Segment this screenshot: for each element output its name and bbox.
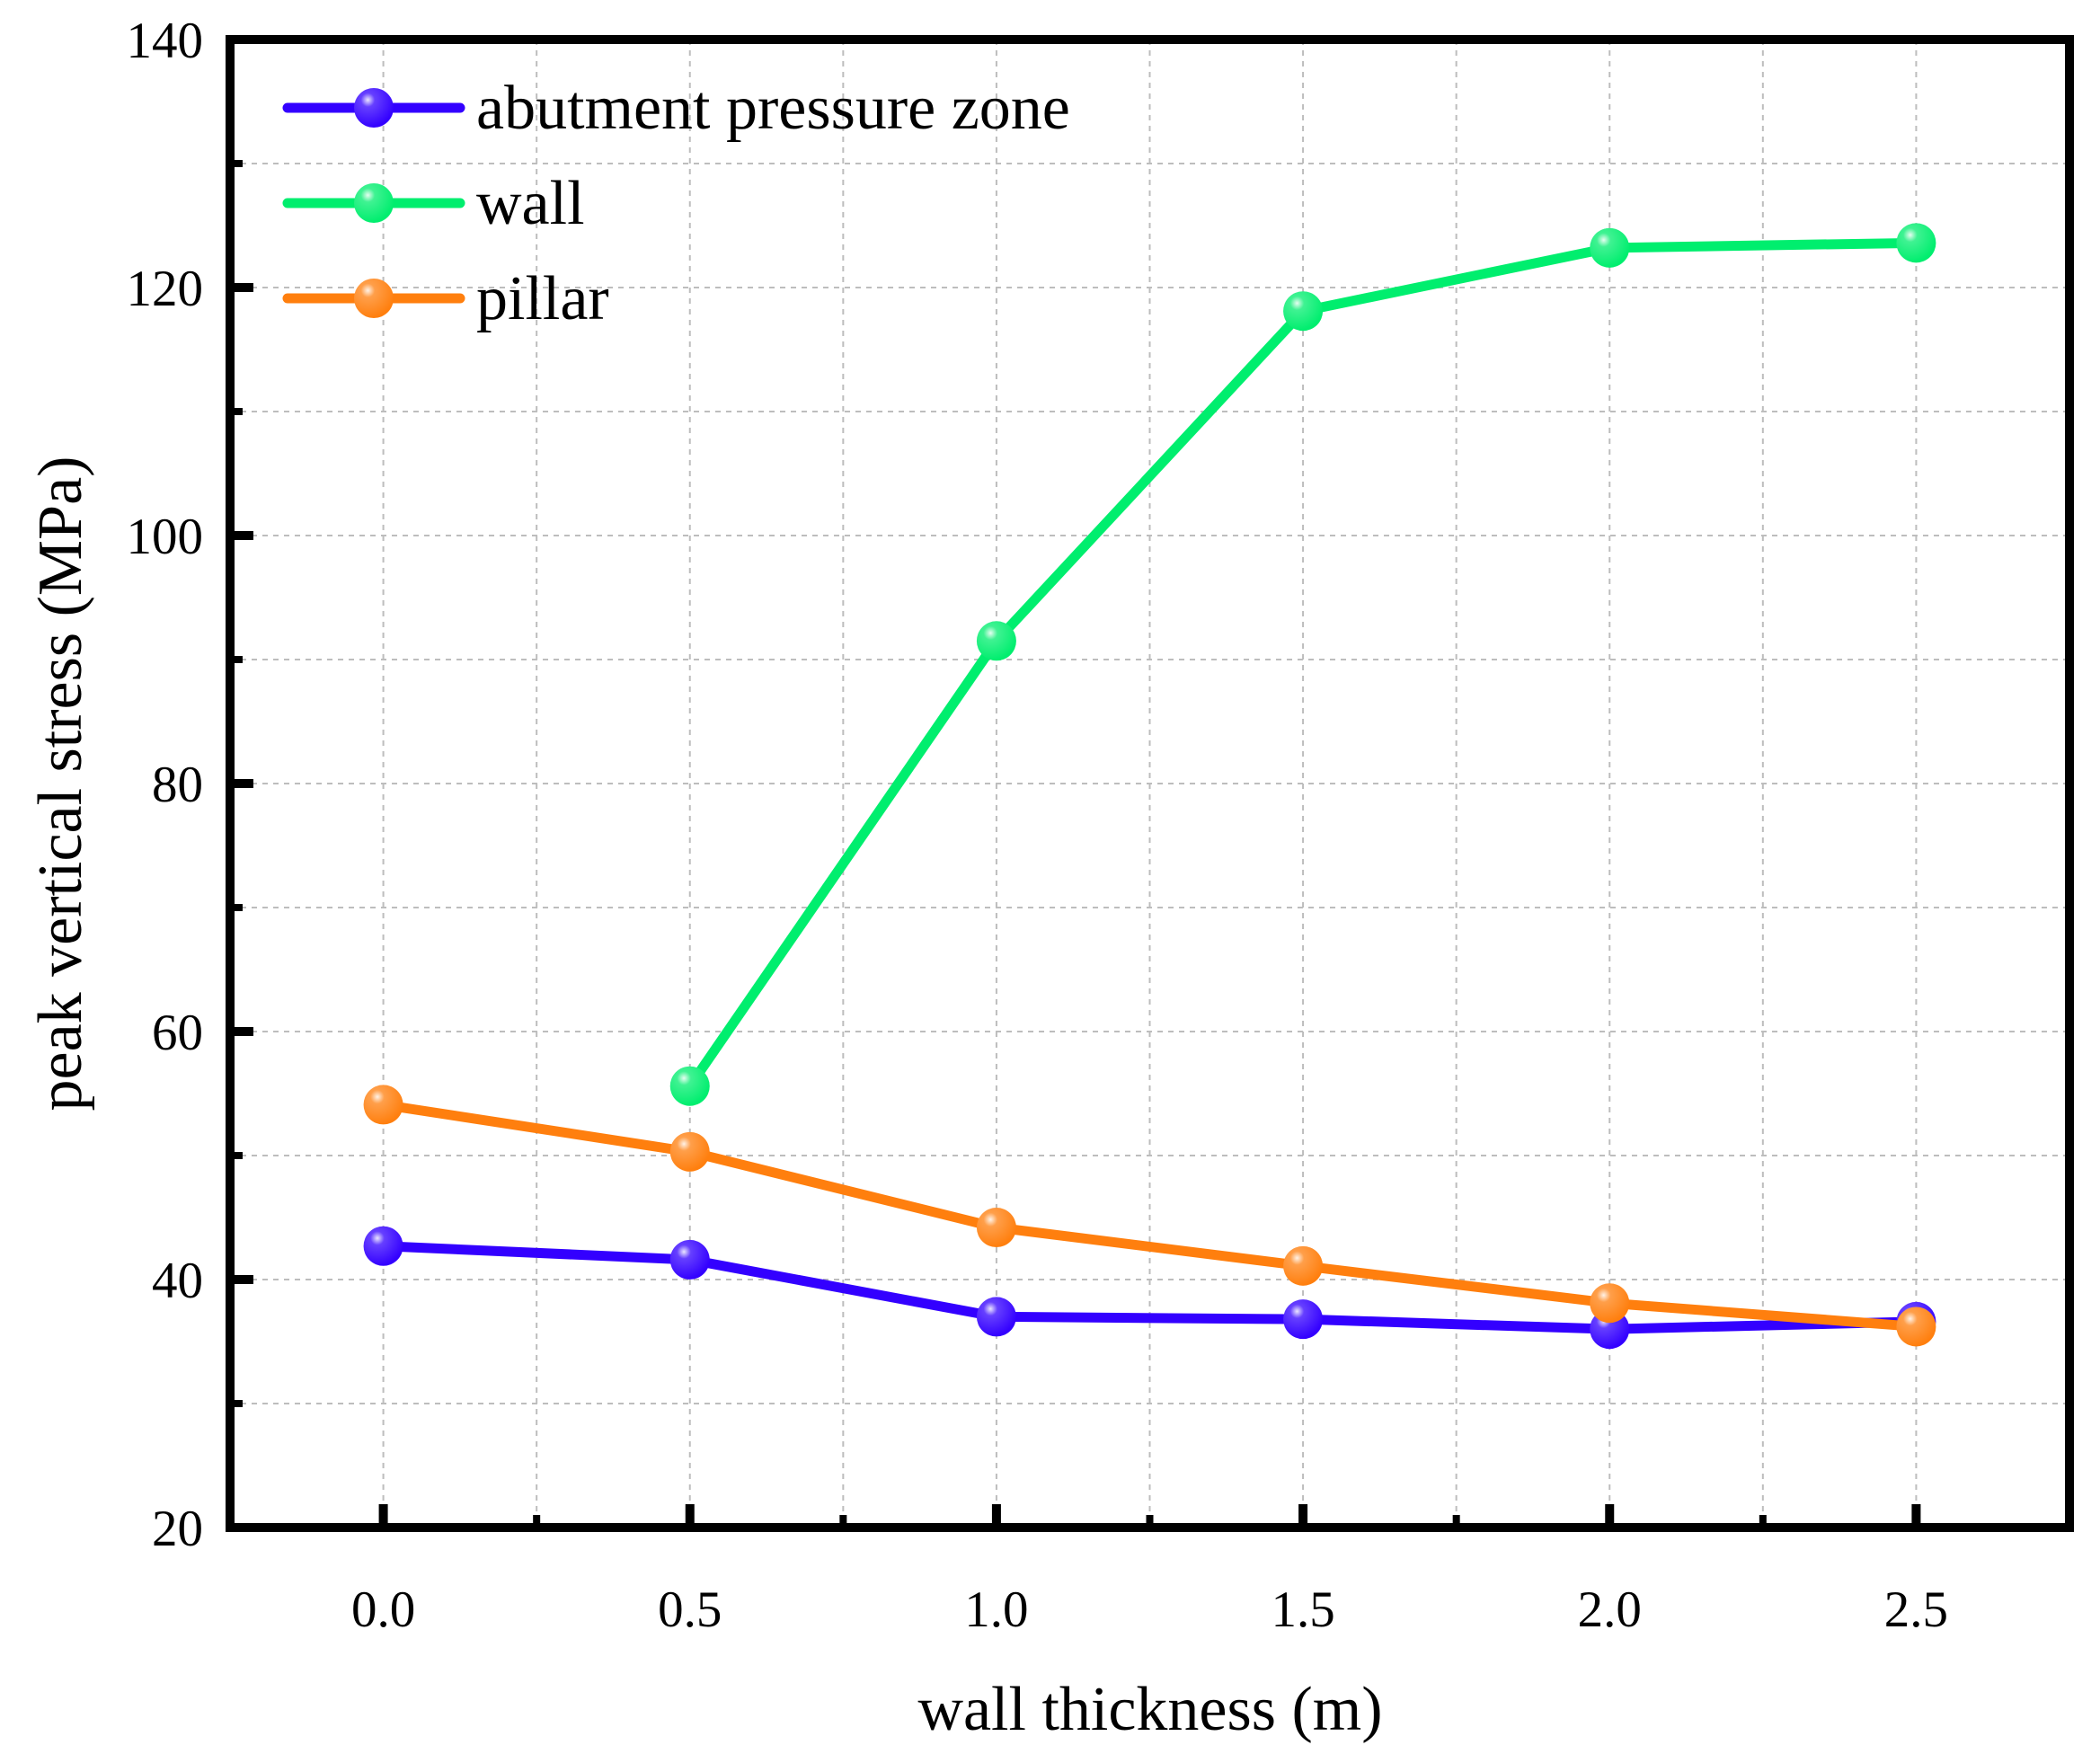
y-tick-label: 120	[127, 261, 204, 317]
legend-label-2: pillar	[476, 264, 609, 333]
x-tick-label: 2.0	[1578, 1581, 1642, 1638]
data-point-highlight	[669, 1239, 710, 1280]
x-tick-label: 2.5	[1884, 1581, 1948, 1638]
y-tick-label: 60	[152, 1005, 203, 1061]
data-point-highlight	[363, 1226, 403, 1266]
legend-marker-highlight	[354, 279, 394, 318]
y-tick-label: 100	[127, 509, 204, 565]
data-point-highlight	[669, 1066, 710, 1106]
x-tick-label: 0.0	[351, 1581, 415, 1638]
data-point-highlight	[1896, 1307, 1936, 1347]
legend-label-1: wall	[476, 169, 585, 238]
legend-label-0: abutment pressure zone	[476, 74, 1070, 143]
x-axis-title: wall thickness (m)	[917, 1675, 1382, 1744]
x-tick-label: 1.0	[964, 1581, 1028, 1638]
series-line-2	[378, 1099, 1921, 1332]
data-point-highlight	[1283, 291, 1324, 332]
y-axis-title: peak vertical stress (MPa)	[26, 456, 95, 1112]
y-tick-label: 40	[152, 1253, 203, 1309]
data-point-highlight	[1896, 223, 1936, 263]
legend-marker-highlight	[354, 88, 394, 128]
grid	[230, 39, 2069, 1528]
x-tick-label: 0.5	[658, 1581, 722, 1638]
x-tick-label: 1.5	[1271, 1581, 1334, 1638]
data-point-highlight	[669, 1131, 710, 1172]
data-point-highlight	[976, 621, 1016, 661]
y-tick-label: 80	[152, 757, 203, 813]
data-point-highlight	[1590, 1283, 1630, 1324]
data-point-highlight	[1283, 1299, 1324, 1340]
series-line-0	[378, 1241, 1921, 1334]
data-point-highlight	[976, 1208, 1016, 1248]
y-tick-label: 140	[127, 13, 204, 69]
data-point-highlight	[363, 1085, 403, 1125]
data-point-highlight	[1283, 1245, 1324, 1286]
series-layer	[363, 223, 1936, 1350]
data-point-highlight	[976, 1297, 1016, 1337]
data-point-highlight	[1590, 227, 1630, 268]
ticks: 0.0 0.5 1.0 1.5 2.0 2.5 20 40 60 80 100 120 140	[127, 13, 1949, 1638]
legend-marker-highlight	[354, 183, 394, 223]
y-tick-label: 20	[152, 1501, 203, 1557]
legend: abutment pressure zone wall pillar	[282, 74, 1070, 333]
